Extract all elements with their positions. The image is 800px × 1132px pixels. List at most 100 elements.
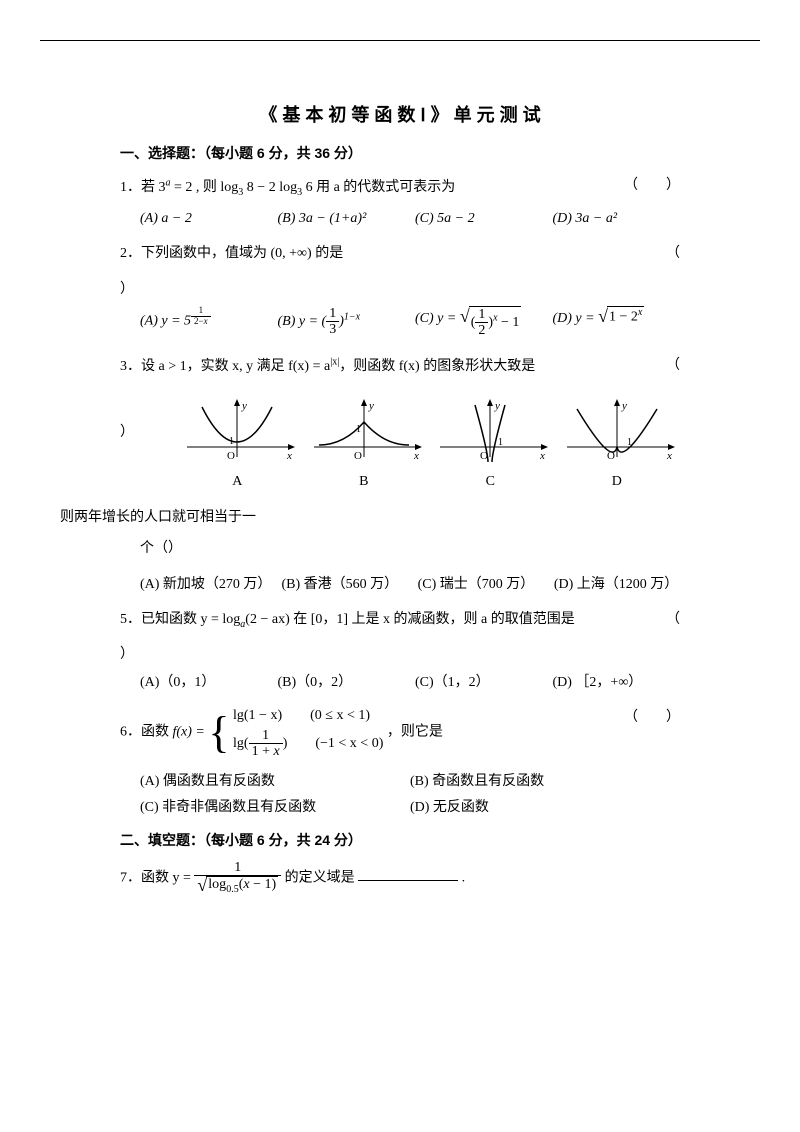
svg-text:O: O: [227, 450, 235, 462]
graph-b-label: B: [304, 474, 424, 490]
q2-opt-d: (D) y = 1 − 2x: [553, 306, 681, 339]
graph-c-svg: y x O 1: [430, 397, 550, 467]
q1-opt-d: (D) 3a − a²: [553, 211, 681, 227]
q6-opt-a: (A) 偶函数且有反函数: [140, 770, 410, 790]
q1-base: 3: [159, 180, 166, 195]
q2-paren2: ）: [120, 278, 680, 298]
svg-text:y: y: [368, 400, 374, 412]
question-6: 6．函数 f(x) = { lg(1 − x) (0 ≤ x < 1) lg(1…: [120, 705, 680, 759]
svg-text:y: y: [621, 400, 627, 412]
q2-text: 2．下列函数中，值域为 (0, +∞) 的是: [120, 246, 343, 261]
q4-opt-d: (D) 上海（1200 万）: [554, 573, 680, 593]
q2c-pre: (C) y =: [415, 311, 460, 326]
svg-text:O: O: [354, 450, 362, 462]
graph-a-svg: y x O 1: [177, 397, 297, 467]
q1-mid1: = 2 , 则 log: [171, 180, 239, 195]
q1-opt-a: (A) a − 2: [140, 211, 268, 227]
q5-stem: 5．已知函数 y = loga(2 − ax) 在 [0，1] 上是 x 的减函…: [120, 612, 575, 627]
q5-paren: （: [666, 607, 680, 634]
q2b-exp: 1−x: [344, 312, 360, 323]
q3-graphs: y x O 1 A y x O 1 B: [174, 397, 680, 490]
q1-text: 1．若 3a = 2 , 则 log3 8 − 2 log3 6 用 a 的代数…: [120, 180, 455, 195]
q6-case2: lg(11 + x) (−1 < x < 0): [233, 728, 383, 760]
question-2: 2．下列函数中，值域为 (0, +∞) 的是 （: [120, 241, 680, 268]
question-3: 3．设 a > 1，实数 x, y 满足 f(x) = a|x|，则函数 f(x…: [120, 353, 680, 381]
graph-a-label: A: [177, 474, 297, 490]
q4-opt-a: (A) 新加坡（270 万）: [140, 573, 271, 593]
graph-c-label: C: [430, 474, 550, 490]
svg-text:O: O: [480, 450, 488, 462]
q2c-sqrt: (12)x − 1: [460, 306, 522, 339]
brace-icon: {: [208, 711, 229, 755]
q6-paren: （ ）: [624, 705, 680, 732]
section2-header: 二、填空题：（每小题 6 分，共 24 分）: [120, 830, 680, 850]
graph-b: y x O 1 B: [304, 397, 424, 490]
q7-post: 的定义域是: [285, 870, 355, 885]
q5-options: (A)（0，1） (B)（0，2） (C)（1，2） (D) ［2，+∞）: [140, 671, 680, 691]
svg-text:x: x: [539, 450, 545, 462]
graph-d-svg: y x O 1: [557, 397, 677, 467]
q3-stem: 3．设 a > 1，实数 x, y 满足 f(x) = a|x|，则函数 f(x…: [120, 359, 535, 374]
q4-options: (A) 新加坡（270 万） (B) 香港（560 万） (C) 瑞士（700 …: [140, 573, 680, 593]
svg-text:1: 1: [356, 424, 361, 435]
q5-pre: 5．已知函数 y = log: [120, 612, 240, 627]
svg-text:1: 1: [498, 437, 503, 448]
q6-post: ，则它是: [387, 725, 443, 740]
q6-options: (A) 偶函数且有反函数 (B) 奇函数且有反函数 (C) 非奇非偶函数且有反函…: [140, 770, 680, 816]
question-1: 1．若 3a = 2 , 则 log3 8 − 2 log3 6 用 a 的代数…: [120, 173, 680, 201]
svg-text:x: x: [286, 450, 292, 462]
q4-opt-b: (B) 香港（560 万）: [281, 573, 407, 593]
q2a-pre: (A) y = 5: [140, 313, 191, 328]
q6-case2a: lg(: [233, 736, 249, 751]
q3-post: ，则函数 f(x) 的图象形状大致是: [339, 359, 535, 374]
q6-fx: f(x) =: [173, 725, 209, 740]
q6-opt-b: (B) 奇函数且有反函数: [410, 770, 680, 790]
q7-pre: 7．函数 y =: [120, 870, 194, 885]
q3-sup: |x|: [330, 357, 339, 368]
svg-text:y: y: [241, 400, 247, 412]
q2a-exp: 12−x: [191, 311, 211, 322]
q2-opt-a: (A) y = 512−x: [140, 306, 268, 339]
q5-mid: (2 − ax) 在 [0，1] 上是 x 的减函数，则 a 的取值范围是: [245, 612, 574, 627]
q1-options: (A) a − 2 (B) 3a − (1+a)² (C) 5a − 2 (D)…: [140, 211, 680, 227]
q4-opt-c: (C) 瑞士（700 万）: [418, 573, 544, 593]
q1-post: 6 用 a 的代数式可表示为: [302, 180, 455, 195]
question-7: 7．函数 y = 1 log0.5(x − 1) 的定义域是 .: [120, 860, 680, 896]
q2-options: (A) y = 512−x (B) y = (13)1−x (C) y = (1…: [140, 306, 680, 339]
q4-fragment: 则两年增长的人口就可相当于一: [60, 506, 680, 526]
svg-text:x: x: [666, 450, 672, 462]
svg-text:1: 1: [229, 436, 234, 447]
graph-d: y x O 1 D: [557, 397, 677, 490]
q2d-sqrt: 1 − 2x: [598, 306, 644, 327]
graph-a: y x O 1 A: [177, 397, 297, 490]
q2-opt-c: (C) y = (12)x − 1: [415, 306, 543, 339]
svg-text:O: O: [607, 450, 615, 462]
q6-case1: lg(1 − x) (0 ≤ x < 1): [233, 705, 383, 727]
q5-opt-d: (D) ［2，+∞）: [553, 671, 681, 691]
q6-piecewise: { lg(1 − x) (0 ≤ x < 1) lg(11 + x) (−1 <…: [208, 705, 383, 759]
q6-opt-c: (C) 非奇非偶函数且有反函数: [140, 796, 410, 816]
graph-c: y x O 1 C: [430, 397, 550, 490]
q2-paren: （: [666, 241, 680, 268]
q7-blank: [358, 866, 458, 881]
svg-text:x: x: [413, 450, 419, 462]
q6-case2b: ) (−1 < x < 0): [283, 736, 384, 751]
q5-paren2: ）: [120, 643, 680, 663]
q3-paren2: ）: [120, 421, 134, 496]
q3-paren: （: [666, 353, 680, 380]
q5-opt-b: (B)（0，2）: [278, 671, 406, 691]
q2b-pre: (B) y = (: [278, 314, 327, 329]
q7-period: .: [462, 870, 466, 885]
q3-pre: 3．设 a > 1，实数 x, y 满足 f(x) = a: [120, 359, 330, 374]
question-5: 5．已知函数 y = loga(2 − ax) 在 [0，1] 上是 x 的减函…: [120, 607, 680, 634]
svg-text:y: y: [494, 400, 500, 412]
q5-opt-a: (A)（0，1）: [140, 671, 268, 691]
question-4-stem: 个（）: [140, 536, 680, 563]
q1-paren: （ ）: [624, 173, 680, 200]
q1-mid2: 8 − 2 log: [243, 180, 297, 195]
q1-opt-b: (B) 3a − (1+a)²: [278, 211, 406, 227]
doc-title: 《 基 本 初 等 函 数 Ⅰ 》 单 元 测 试: [120, 101, 680, 127]
q2d-pre: (D) y =: [553, 311, 599, 326]
svg-text:1: 1: [627, 437, 632, 448]
q7-frac: 1 log0.5(x − 1): [194, 860, 281, 896]
